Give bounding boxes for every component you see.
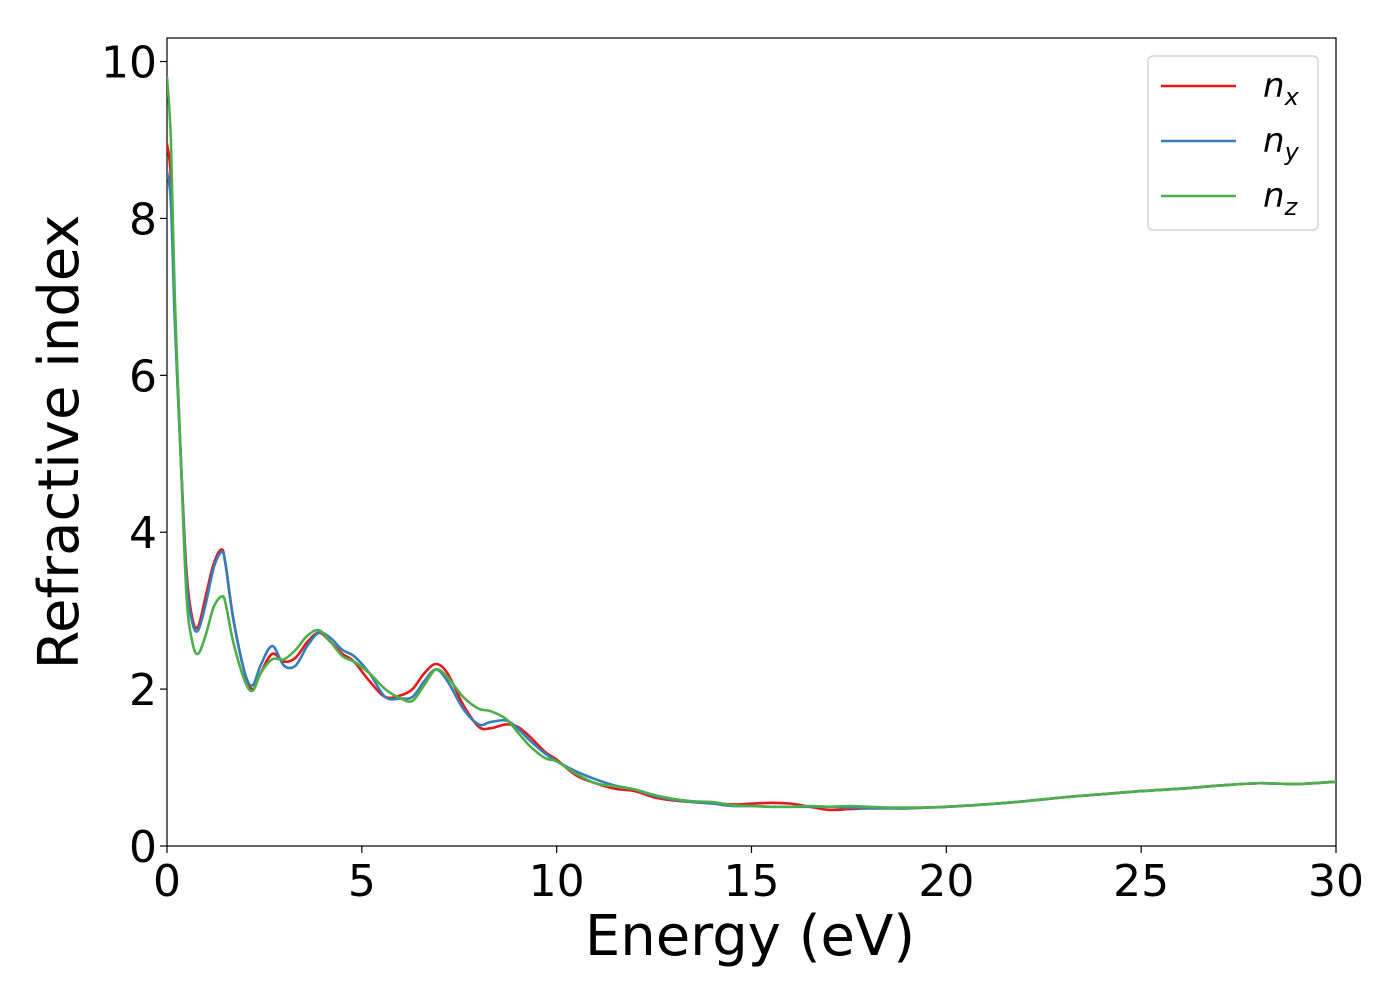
y-axis-label: Refractive index (27, 215, 92, 670)
y-tick-label: 4 (129, 508, 157, 559)
series-line-ny (167, 170, 1336, 810)
x-tick-label: 25 (1113, 856, 1169, 907)
legend-label-ny: ny (1263, 121, 1300, 166)
axis-layer: 0 5 10 15 20 25 30 0 2 4 6 8 10 (101, 38, 1364, 907)
y-tick-label: 10 (101, 38, 157, 89)
series-layer (167, 75, 1336, 812)
x-tick-label: 30 (1308, 856, 1364, 907)
x-tick-label: 20 (918, 856, 974, 907)
y-tick-label: 2 (129, 665, 157, 716)
x-tick-label: 0 (153, 856, 181, 907)
series-line-nx (167, 142, 1336, 812)
series-line-nz (167, 75, 1336, 809)
y-tick-label: 8 (129, 194, 157, 245)
y-tick-label: 0 (129, 822, 157, 873)
x-axis-label: Energy (eV) (585, 904, 915, 969)
legend-label-nx: nx (1263, 66, 1300, 111)
legend: nx ny nz (1147, 55, 1319, 231)
x-tick-label: 10 (529, 856, 585, 907)
x-tick-label: 5 (348, 856, 376, 907)
legend-label-nz: nz (1263, 176, 1299, 221)
x-tick-label: 15 (724, 856, 780, 907)
y-tick-label: 6 (129, 351, 157, 402)
legend-box (1147, 55, 1319, 231)
